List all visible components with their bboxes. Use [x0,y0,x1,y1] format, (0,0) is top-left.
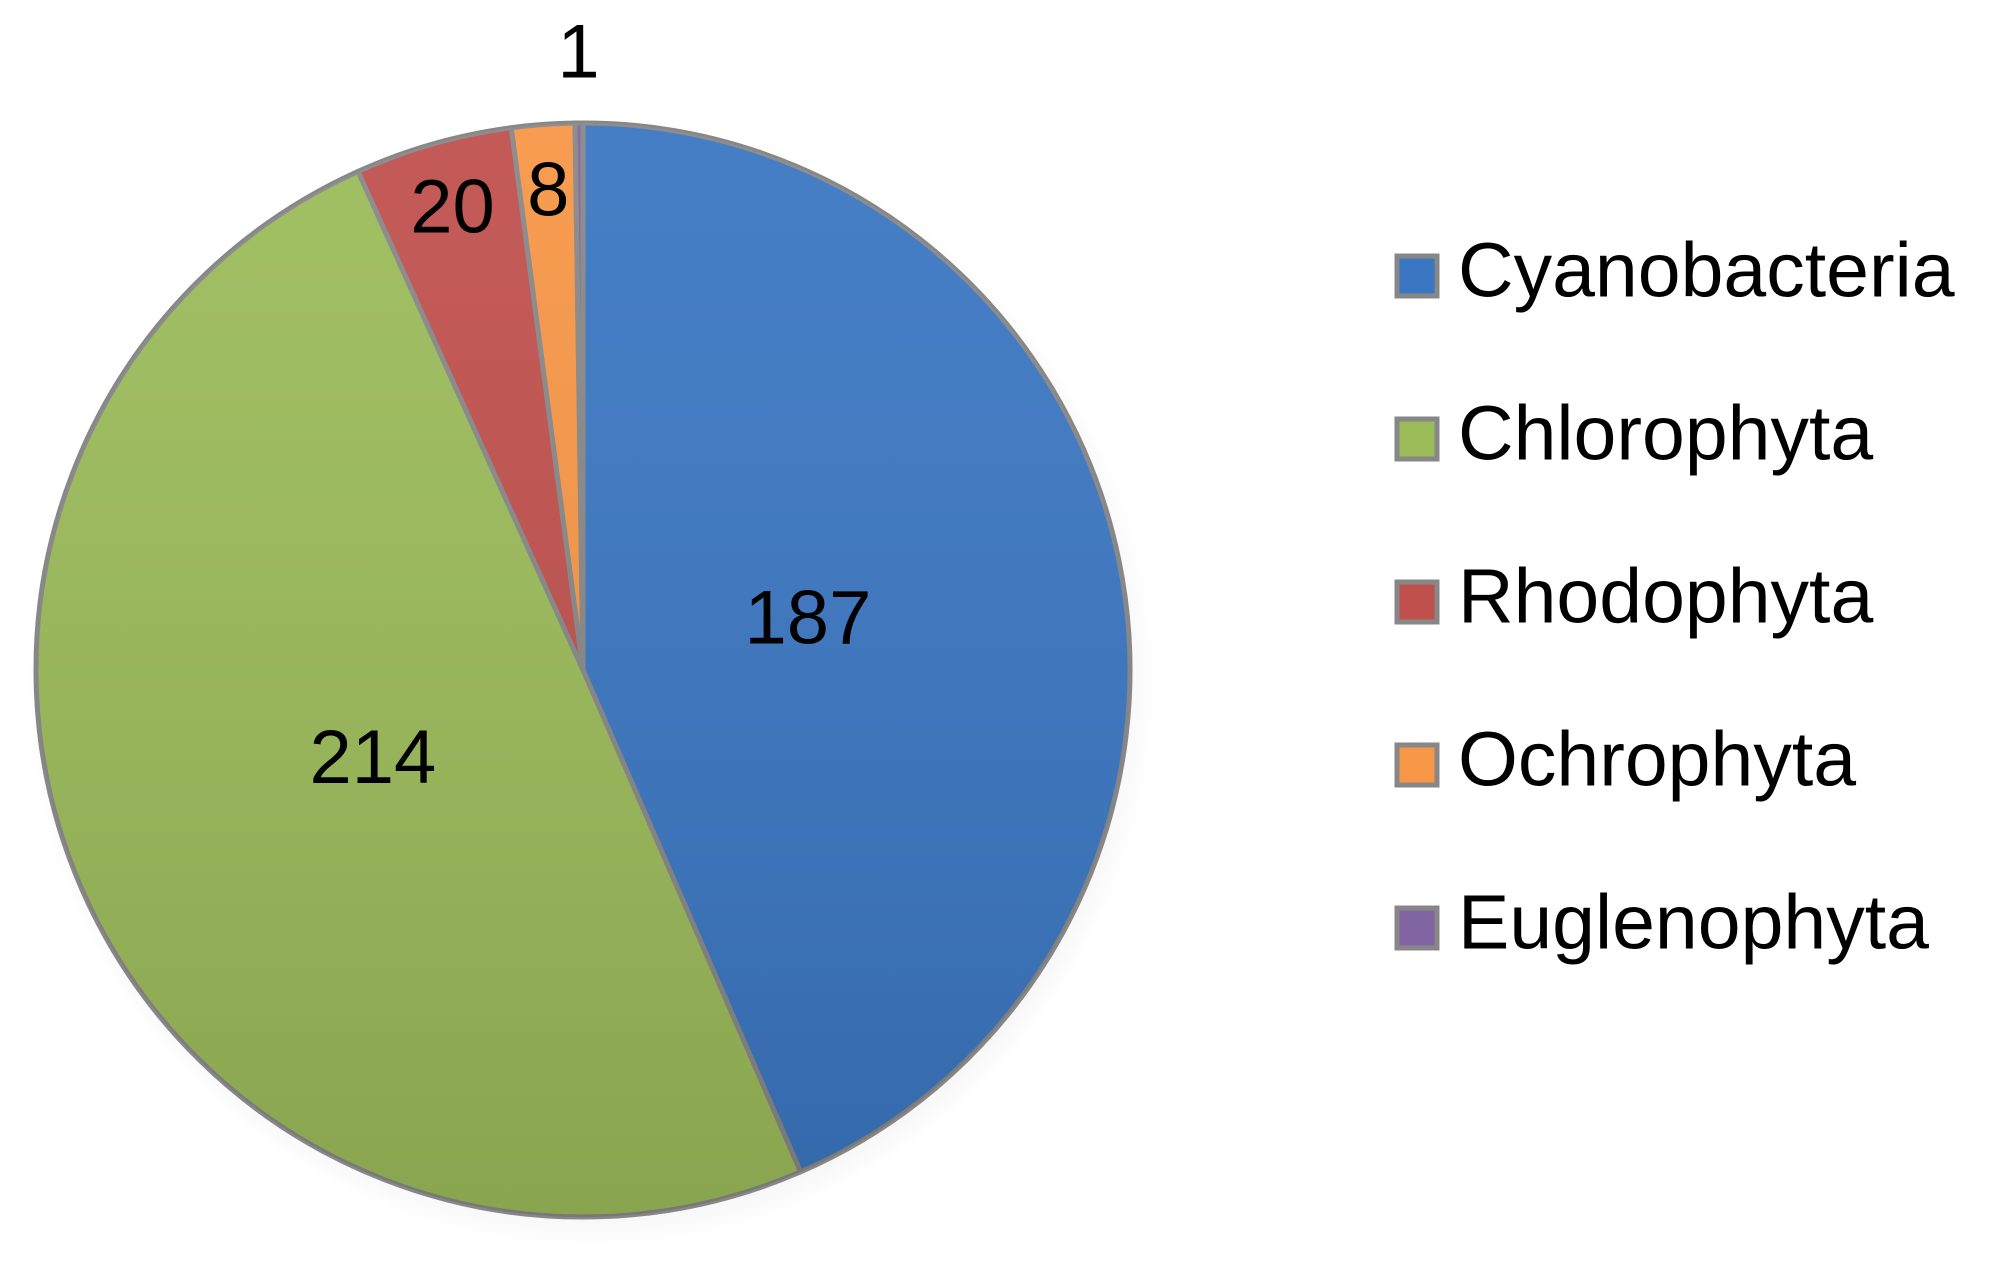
data-label: 1 [557,9,599,94]
legend-label: Rhodophyta [1458,553,1873,639]
legend-swatch [1394,742,1440,788]
legend: Cyanobacteria Chlorophyta Rhodophyta Ochrop… [1394,227,1955,965]
data-labels: 187 214 20 8 1 [309,9,871,800]
legend-label: Ochrophyta [1458,716,1856,802]
legend-swatch [1394,579,1440,625]
legend-label: Cyanobacteria [1458,227,1955,313]
legend-swatch [1394,905,1440,951]
data-label: 8 [527,147,569,232]
data-label: 20 [410,164,495,249]
data-label: 214 [309,715,436,800]
data-label: 187 [745,575,872,660]
legend-swatch [1394,416,1440,462]
legend-swatch [1394,253,1440,299]
legend-label: Euglenophyta [1458,879,1929,965]
legend-label: Chlorophyta [1458,390,1873,476]
pie [33,120,1133,1220]
